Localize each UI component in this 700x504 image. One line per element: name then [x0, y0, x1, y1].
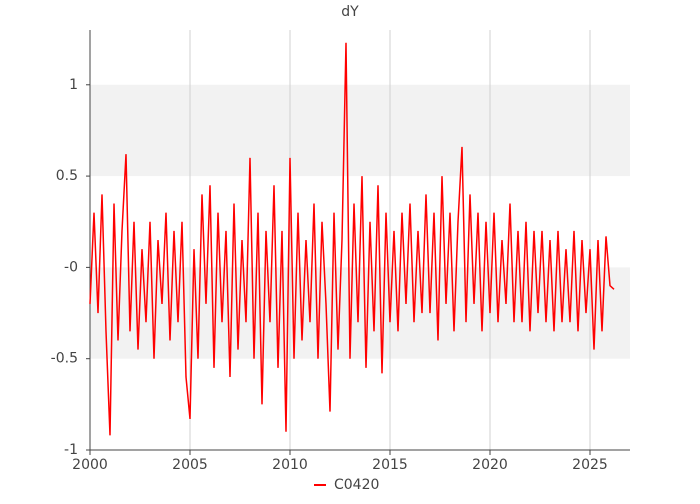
- x-tick-label: 2000: [72, 457, 108, 473]
- data-line: [89, 42, 615, 436]
- x-tick-label: 2015: [372, 457, 408, 473]
- y-tick-label: 1: [69, 77, 78, 93]
- x-tick-label: 2020: [472, 457, 508, 473]
- y-tick-label: -0.5: [51, 351, 78, 367]
- y-tick-label: -0: [64, 259, 78, 275]
- y-tick-label: 0.5: [56, 168, 78, 184]
- y-tick-label: -1: [64, 442, 78, 458]
- x-tick-label: 2005: [172, 457, 208, 473]
- chart-title: dY: [341, 4, 359, 20]
- x-tick-label: 2025: [572, 457, 608, 473]
- legend-label: C0420: [334, 477, 379, 493]
- grid-band: [90, 84, 630, 177]
- x-tick-label: 2010: [272, 457, 308, 473]
